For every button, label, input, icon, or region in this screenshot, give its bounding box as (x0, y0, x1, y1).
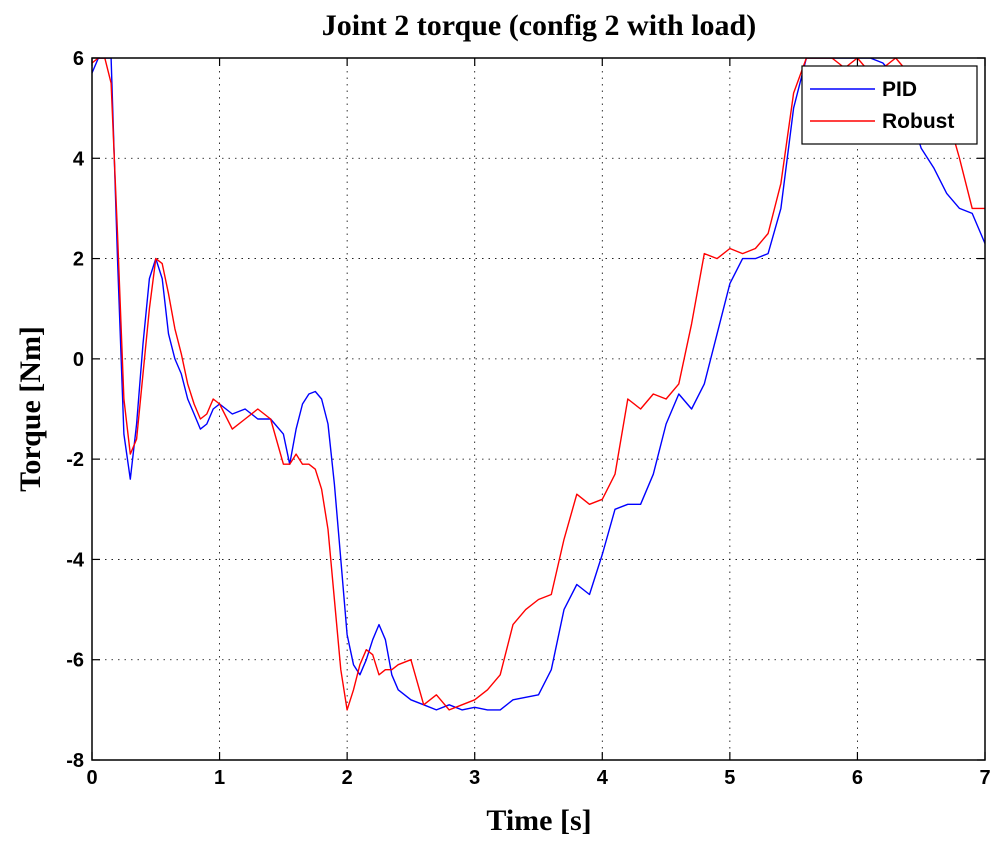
y-tick-label: 0 (73, 349, 84, 371)
legend-box (801, 65, 978, 145)
y-axis-label: Torque [Nm] (14, 326, 47, 492)
y-tick-label: 6 (73, 48, 84, 70)
x-tick-label: 2 (342, 767, 353, 789)
x-tick-label: 3 (469, 767, 480, 789)
tick-labels: 0 1 2 3 4 5 6 7 6 4 2 0 -2 -4 -6 -8 (66, 48, 990, 789)
x-axis-label: Time [s] (486, 804, 591, 837)
y-tick-label: -6 (66, 650, 84, 672)
chart-title: Joint 2 torque (config 2 with load) (322, 9, 756, 42)
y-tick-label: 4 (73, 148, 85, 170)
x-tick-label: 6 (852, 767, 863, 789)
x-tick-label: 4 (597, 767, 609, 789)
series-line-robust (92, 58, 985, 711)
ticks (91, 57, 986, 761)
y-tick-label: -8 (66, 750, 84, 772)
y-tick-label: -2 (66, 449, 84, 471)
plot-clip (92, 58, 985, 711)
x-tick-label: 1 (214, 767, 225, 789)
legend: PID Robust (801, 65, 978, 145)
legend-label-robust: Robust (882, 110, 954, 133)
grid (92, 58, 985, 760)
plot-area (92, 58, 985, 760)
series-layer (92, 58, 985, 711)
y-tick-label: 2 (73, 249, 84, 271)
legend-label-pid: PID (882, 78, 917, 101)
y-tick-label: -4 (66, 549, 85, 571)
series-line-pid (92, 58, 985, 711)
x-tick-label: 5 (724, 767, 735, 789)
x-tick-label: 7 (979, 767, 990, 789)
plot-frame (91, 57, 986, 761)
x-tick-label: 0 (86, 767, 97, 789)
